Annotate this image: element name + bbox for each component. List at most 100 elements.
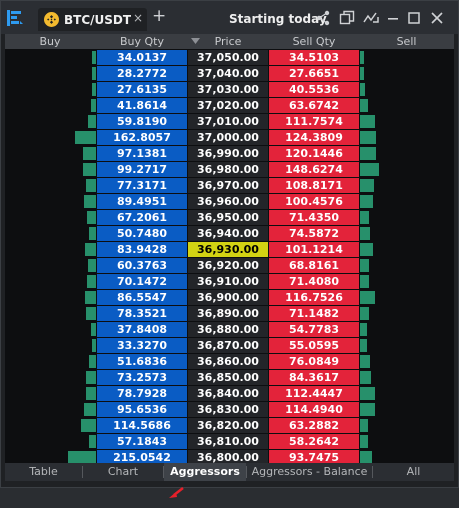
sell-qty-cell[interactable]: 71.4080 bbox=[269, 274, 359, 289]
sell-qty-cell[interactable]: 112.4447 bbox=[269, 386, 359, 401]
col-price[interactable]: Price bbox=[214, 35, 242, 48]
table-row[interactable]: 77.3171 36,970.00 108.8171 bbox=[5, 178, 454, 194]
buy-qty-cell[interactable]: 57.1843 bbox=[97, 434, 187, 449]
price-cell[interactable]: 36,840.00 bbox=[188, 386, 268, 401]
sell-qty-cell[interactable]: 101.1214 bbox=[269, 242, 359, 257]
table-row[interactable]: 70.1472 36,910.00 71.4080 bbox=[5, 274, 454, 290]
sell-qty-cell[interactable]: 71.4350 bbox=[269, 210, 359, 225]
sell-qty-cell[interactable]: 100.4576 bbox=[269, 194, 359, 209]
table-row[interactable]: 97.1381 36,990.00 120.1446 bbox=[5, 146, 454, 162]
sell-qty-cell[interactable]: 108.8171 bbox=[269, 178, 359, 193]
col-buy[interactable]: Buy bbox=[39, 35, 61, 48]
table-row[interactable]: 162.8057 37,000.00 124.3809 bbox=[5, 130, 454, 146]
price-cell[interactable]: 37,030.00 bbox=[188, 82, 268, 97]
buy-qty-cell[interactable]: 77.3171 bbox=[97, 178, 187, 193]
table-row[interactable]: 28.2772 37,040.00 27.6651 bbox=[5, 66, 454, 82]
price-cell[interactable]: 36,980.00 bbox=[188, 162, 268, 177]
table-row[interactable]: 50.7480 36,940.00 74.5872 bbox=[5, 226, 454, 242]
table-row[interactable]: 51.6836 36,860.00 76.0849 bbox=[5, 354, 454, 370]
table-row[interactable]: 73.2573 36,850.00 84.3617 bbox=[5, 370, 454, 386]
table-row[interactable]: 99.2717 36,980.00 148.6274 bbox=[5, 162, 454, 178]
buy-qty-cell[interactable]: 33.3270 bbox=[97, 338, 187, 353]
table-row[interactable]: 37.8408 36,880.00 54.7783 bbox=[5, 322, 454, 338]
sell-qty-cell[interactable]: 84.3617 bbox=[269, 370, 359, 385]
buy-qty-cell[interactable]: 60.3763 bbox=[97, 258, 187, 273]
table-row[interactable]: 41.8614 37,020.00 63.6742 bbox=[5, 98, 454, 114]
price-cell[interactable]: 36,850.00 bbox=[188, 370, 268, 385]
tab-all[interactable]: All bbox=[406, 465, 421, 478]
sell-qty-cell[interactable]: 63.6742 bbox=[269, 98, 359, 113]
table-row[interactable]: 67.2061 36,950.00 71.4350 bbox=[5, 210, 454, 226]
col-sell[interactable]: Sell bbox=[396, 35, 417, 48]
table-row[interactable]: 33.3270 36,870.00 55.0595 bbox=[5, 338, 454, 354]
price-cell[interactable]: 37,020.00 bbox=[188, 98, 268, 113]
sell-qty-cell[interactable]: 55.0595 bbox=[269, 338, 359, 353]
price-cell[interactable]: 36,890.00 bbox=[188, 306, 268, 321]
col-sell-qty[interactable]: Sell Qty bbox=[292, 35, 336, 48]
sell-qty-cell[interactable]: 111.7574 bbox=[269, 114, 359, 129]
buy-qty-cell[interactable]: 83.9428 bbox=[97, 242, 187, 257]
table-row[interactable]: 60.3763 36,920.00 68.8161 bbox=[5, 258, 454, 274]
price-cell[interactable]: 36,800.00 bbox=[188, 450, 268, 463]
minimize-icon[interactable] bbox=[385, 10, 401, 26]
price-cell[interactable]: 36,810.00 bbox=[188, 434, 268, 449]
sell-qty-cell[interactable]: 93.7475 bbox=[269, 450, 359, 463]
col-buy-qty[interactable]: Buy Qty bbox=[119, 35, 164, 48]
price-cell[interactable]: 36,940.00 bbox=[188, 226, 268, 241]
close-icon[interactable] bbox=[429, 10, 445, 26]
table-row[interactable]: 86.5547 36,900.00 116.7526 bbox=[5, 290, 454, 306]
buy-qty-cell[interactable]: 41.8614 bbox=[97, 98, 187, 113]
buy-qty-cell[interactable]: 50.7480 bbox=[97, 226, 187, 241]
price-cell[interactable]: 36,870.00 bbox=[188, 338, 268, 353]
price-cell[interactable]: 37,050.00 bbox=[188, 50, 268, 65]
sort-desc-icon[interactable] bbox=[191, 37, 200, 45]
table-row[interactable]: 215.0542 36,800.00 93.7475 bbox=[5, 450, 454, 463]
price-cell[interactable]: 36,920.00 bbox=[188, 258, 268, 273]
price-cell[interactable]: 36,990.00 bbox=[188, 146, 268, 161]
price-cell[interactable]: 36,950.00 bbox=[188, 210, 268, 225]
table-row[interactable]: 78.3521 36,890.00 71.1482 bbox=[5, 306, 454, 322]
buy-qty-cell[interactable]: 215.0542 bbox=[97, 450, 187, 463]
table-row[interactable]: 114.5686 36,820.00 63.2882 bbox=[5, 418, 454, 434]
tab-aggressors-balance[interactable]: Aggressors - Balance bbox=[251, 465, 368, 478]
sell-qty-cell[interactable]: 54.7783 bbox=[269, 322, 359, 337]
table-row[interactable]: 59.8190 37,010.00 111.7574 bbox=[5, 114, 454, 130]
price-cell-current[interactable]: 36,930.00 bbox=[188, 242, 268, 257]
buy-qty-cell[interactable]: 95.6536 bbox=[97, 402, 187, 417]
chart-icon[interactable] bbox=[363, 10, 379, 26]
price-cell[interactable]: 36,970.00 bbox=[188, 178, 268, 193]
sell-qty-cell[interactable]: 120.1446 bbox=[269, 146, 359, 161]
buy-qty-cell[interactable]: 97.1381 bbox=[97, 146, 187, 161]
sell-qty-cell[interactable]: 63.2882 bbox=[269, 418, 359, 433]
table-row[interactable]: 78.7928 36,840.00 112.4447 bbox=[5, 386, 454, 402]
buy-qty-cell[interactable]: 114.5686 bbox=[97, 418, 187, 433]
sell-qty-cell[interactable]: 74.5872 bbox=[269, 226, 359, 241]
price-cell[interactable]: 37,000.00 bbox=[188, 130, 268, 145]
sell-qty-cell[interactable]: 76.0849 bbox=[269, 354, 359, 369]
sell-qty-cell[interactable]: 34.5103 bbox=[269, 50, 359, 65]
table-row[interactable]: 95.6536 36,830.00 114.4940 bbox=[5, 402, 454, 418]
buy-qty-cell[interactable]: 86.5547 bbox=[97, 290, 187, 305]
sell-qty-cell[interactable]: 148.6274 bbox=[269, 162, 359, 177]
buy-qty-cell[interactable]: 162.8057 bbox=[97, 130, 187, 145]
buy-qty-cell[interactable]: 67.2061 bbox=[97, 210, 187, 225]
price-cell[interactable]: 36,960.00 bbox=[188, 194, 268, 209]
tab-close-icon[interactable]: × bbox=[132, 11, 143, 25]
buy-qty-cell[interactable]: 73.2573 bbox=[97, 370, 187, 385]
sell-qty-cell[interactable]: 27.6651 bbox=[269, 66, 359, 81]
tab-btc-usdt[interactable]: BTC/USDT × bbox=[38, 8, 147, 31]
sell-qty-cell[interactable]: 68.8161 bbox=[269, 258, 359, 273]
sell-qty-cell[interactable]: 116.7526 bbox=[269, 290, 359, 305]
table-row[interactable]: 89.4951 36,960.00 100.4576 bbox=[5, 194, 454, 210]
buy-qty-cell[interactable]: 51.6836 bbox=[97, 354, 187, 369]
sell-qty-cell[interactable]: 58.2642 bbox=[269, 434, 359, 449]
tab-table[interactable]: Table bbox=[29, 465, 58, 478]
share-icon[interactable] bbox=[315, 10, 331, 26]
buy-qty-cell[interactable]: 34.0137 bbox=[97, 50, 187, 65]
price-cell[interactable]: 36,880.00 bbox=[188, 322, 268, 337]
sell-qty-cell[interactable]: 71.1482 bbox=[269, 306, 359, 321]
sell-qty-cell[interactable]: 124.3809 bbox=[269, 130, 359, 145]
price-cell[interactable]: 36,900.00 bbox=[188, 290, 268, 305]
buy-qty-cell[interactable]: 27.6135 bbox=[97, 82, 187, 97]
tab-chart[interactable]: Chart bbox=[107, 465, 139, 478]
